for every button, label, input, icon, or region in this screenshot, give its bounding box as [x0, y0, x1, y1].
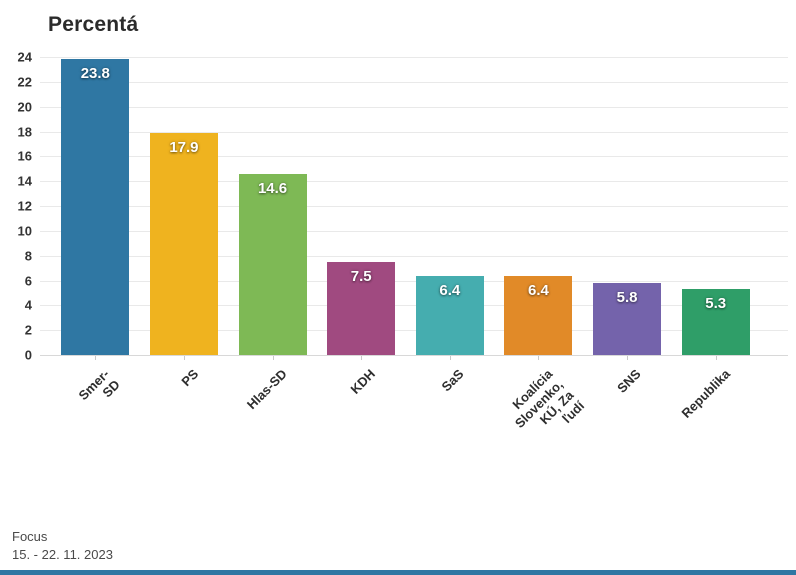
bar-value-label-kdh: 7.5: [350, 267, 372, 285]
gridline-18: [40, 131, 788, 133]
bar-republika: 5.3: [681, 289, 750, 355]
gridline-8: [40, 255, 788, 257]
bar-hlas-sd: 14.6: [238, 173, 307, 355]
bars-layer: 23.8 Smer-SD 17.9 PS 14.6 Hlas-SD 7.5 KDH 6.4 SaS…: [51, 57, 760, 431]
bar-value-label-sns: 5.8: [616, 288, 638, 306]
y-tick-label-6: 6: [24, 273, 32, 288]
y-tick-label-18: 18: [17, 124, 32, 139]
x-tick-mark-smer-sd: [95, 356, 97, 360]
bar-slot-sas: 6.4 SaS: [406, 57, 495, 394]
gridline-0: [40, 355, 788, 356]
bar-value-label-smer-sd: 23.8: [80, 65, 110, 83]
x-tick-mark-hlas-sd: [272, 356, 274, 360]
chart-title: Percentá: [48, 13, 139, 36]
gridline-22: [40, 81, 788, 83]
y-tick-label-14: 14: [17, 173, 32, 189]
bar-ps: 17.9: [149, 132, 218, 355]
x-axis-label-smer-sd: Smer-SD: [75, 366, 123, 403]
bar-value-label-hlas-sd: 14.6: [257, 179, 288, 197]
gridline-20: [40, 106, 788, 108]
gridline-4: [40, 305, 788, 307]
bar-sas: 6.4: [415, 275, 484, 355]
y-tick-label-20: 20: [17, 99, 32, 115]
bar-value-label-koal-cia-slovenko-k-za-ud: 6.4: [528, 281, 549, 299]
x-tick-mark-kdh: [361, 356, 363, 360]
bar-value-label-ps: 17.9: [169, 138, 199, 156]
y-tick-label-12: 12: [17, 198, 32, 214]
y-tick-label-0: 0: [24, 347, 32, 363]
bar-slot-sns: 5.8 SNS: [583, 57, 672, 396]
bar-koal-cia-slovenko-k-za-ud: 6.4: [504, 275, 573, 355]
x-tick-mark-sns: [627, 356, 629, 360]
bar-value-label-sas: 6.4: [439, 281, 461, 299]
bar-slot-republika: 5.3 Republika: [671, 57, 760, 421]
x-axis-label-hlas-sd: Hlas-SD: [243, 366, 290, 413]
x-axis-label-republika: Republika: [678, 366, 733, 421]
bar-slot-koal-cia-slovenko-k-za-ud: 6.4 Koalícia Slovenko, KÚ, Za ľudí: [494, 57, 587, 431]
gridline-24: [40, 57, 788, 58]
bar-kdh: 7.5: [327, 261, 396, 355]
y-tick-label-8: 8: [24, 248, 32, 264]
gridline-14: [40, 181, 788, 183]
plot-area: 23.8 Smer-SD 17.9 PS 14.6 Hlas-SD 7.5 KDH 6.4 SaS…: [40, 57, 788, 431]
y-tick-label-22: 22: [17, 74, 32, 90]
x-tick-mark-koal-cia-slovenko-k-za-ud: [538, 356, 540, 360]
x-axis-label-ps: PS: [177, 366, 201, 390]
bar-smer-sd: 23.8: [61, 59, 130, 355]
x-tick-mark-ps: [183, 356, 185, 360]
bar-sns: 5.8: [593, 282, 662, 355]
x-axis-label-sas: SaS: [438, 366, 467, 395]
gridline-10: [40, 230, 788, 232]
gridline-2: [40, 330, 788, 332]
bar-slot-smer-sd: 23.8 Smer-SD: [51, 57, 140, 403]
y-tick-label-24: 24: [17, 49, 32, 65]
y-tick-label-2: 2: [24, 322, 32, 338]
y-tick-label-4: 4: [24, 297, 32, 313]
source-label: Focus: [12, 529, 48, 544]
bar-slot-kdh: 7.5 KDH: [317, 57, 406, 397]
y-tick-label-16: 16: [17, 148, 32, 164]
gridline-6: [40, 280, 788, 282]
gridline-16: [40, 156, 788, 158]
y-tick-label-10: 10: [17, 223, 32, 239]
gridline-12: [40, 206, 788, 207]
x-tick-mark-sas: [449, 356, 451, 360]
date-range-label: 15. - 22. 11. 2023: [12, 547, 113, 562]
chart-footer: Focus 15. - 22. 11. 2023: [12, 528, 113, 564]
x-axis-label-sns: SNS: [614, 366, 644, 396]
bar-slot-ps: 17.9 PS: [140, 57, 229, 389]
bar-value-label-republika: 5.3: [705, 295, 727, 313]
x-tick-mark-republika: [715, 356, 717, 360]
x-axis-label-koal-cia-slovenko-k-za-ud: Koalícia Slovenko, KÚ, Za ľudí: [509, 366, 588, 431]
x-axis-label-kdh: KDH: [347, 366, 379, 397]
bottom-accent-bar: [0, 570, 796, 575]
bar-slot-hlas-sd: 14.6 Hlas-SD: [228, 57, 317, 412]
